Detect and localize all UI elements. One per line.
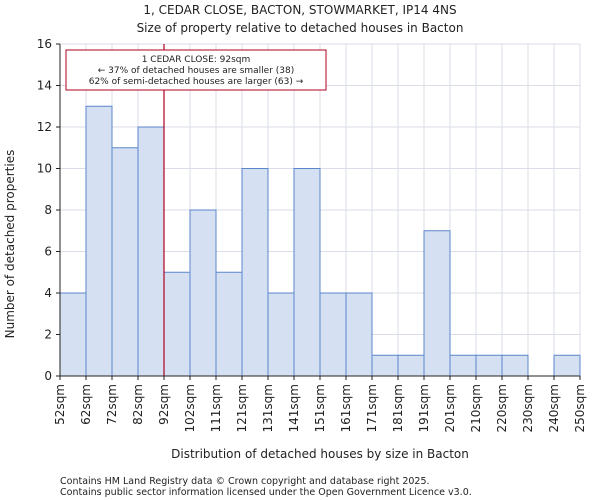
y-tick-label: 12 xyxy=(37,120,52,134)
bar xyxy=(189,209,217,377)
chart-title: 1, CEDAR CLOSE, BACTON, STOWMARKET, IP14… xyxy=(143,3,456,17)
y-tick-labels: 0 2 4 6 8 10 12 14 16 xyxy=(37,37,52,383)
footer-line-2: Contains public sector information licen… xyxy=(60,487,472,498)
annotation-line-3: 62% of semi-detached houses are larger (… xyxy=(89,77,304,87)
bar xyxy=(423,230,451,377)
x-tick-label: 181sqm xyxy=(391,384,405,432)
x-tick-label: 52sqm xyxy=(53,384,67,425)
footer-line-1: Contains HM Land Registry data © Crown c… xyxy=(60,476,430,487)
y-tick-label: 8 xyxy=(44,203,52,217)
bar xyxy=(267,292,295,377)
y-tick-label: 16 xyxy=(37,37,52,51)
annotation-line-1: 1 CEDAR CLOSE: 92sqm xyxy=(142,55,251,65)
chart-subtitle: Size of property relative to detached ho… xyxy=(137,21,464,35)
bar xyxy=(319,292,347,377)
bar xyxy=(215,271,243,377)
x-tick-label: 220sqm xyxy=(495,384,509,432)
x-tick-label: 201sqm xyxy=(443,384,457,432)
x-axis-label: Distribution of detached houses by size … xyxy=(171,447,469,461)
x-tick-label: 131sqm xyxy=(261,384,275,432)
axes xyxy=(56,43,581,380)
y-tick-label: 6 xyxy=(44,245,52,259)
x-tick-label: 191sqm xyxy=(417,384,431,432)
y-tick-label: 0 xyxy=(44,369,52,383)
x-tick-label: 82sqm xyxy=(131,384,145,425)
x-tick-label: 141sqm xyxy=(287,384,301,432)
bar xyxy=(137,126,165,377)
annotation-box: 1 CEDAR CLOSE: 92sqm ← 37% of detached h… xyxy=(65,49,327,91)
x-tick-label: 210sqm xyxy=(469,384,483,432)
x-tick-label: 171sqm xyxy=(365,384,379,432)
bar xyxy=(397,354,425,377)
bar xyxy=(371,354,399,377)
bar xyxy=(553,354,581,377)
y-tick-label: 4 xyxy=(44,286,52,300)
x-tick-label: 230sqm xyxy=(521,384,535,432)
x-tick-label: 62sqm xyxy=(79,384,93,425)
x-tick-label: 240sqm xyxy=(547,384,561,432)
x-tick-label: 250sqm xyxy=(573,384,587,432)
bar xyxy=(293,168,321,377)
x-tick-label: 151sqm xyxy=(313,384,327,432)
x-tick-labels: 52sqm 62sqm 72sqm 82sqm 92sqm 102sqm 111sqm 121… xyxy=(53,384,587,432)
bar xyxy=(85,105,113,377)
x-tick-label: 111sqm xyxy=(209,384,223,432)
y-axis-label: Number of detached properties xyxy=(3,150,17,339)
annotation-border xyxy=(65,49,327,91)
y-tick-label: 14 xyxy=(37,79,52,93)
x-tick-label: 72sqm xyxy=(105,384,119,425)
bar xyxy=(449,354,477,377)
bar xyxy=(501,354,529,377)
x-tick-label: 121sqm xyxy=(235,384,249,432)
bars xyxy=(59,105,581,377)
y-tick-label: 10 xyxy=(37,162,52,176)
bar xyxy=(111,147,139,377)
annotation-line-2: ← 37% of detached houses are smaller (38… xyxy=(98,66,295,76)
y-tick-label: 2 xyxy=(44,328,52,342)
bar xyxy=(345,292,373,377)
x-tick-label: 161sqm xyxy=(339,384,353,432)
x-tick-label: 92sqm xyxy=(157,384,171,425)
bar xyxy=(475,354,503,377)
bar xyxy=(241,168,269,377)
x-tick-label: 102sqm xyxy=(183,384,197,432)
bar xyxy=(59,292,87,377)
bar xyxy=(163,271,191,377)
